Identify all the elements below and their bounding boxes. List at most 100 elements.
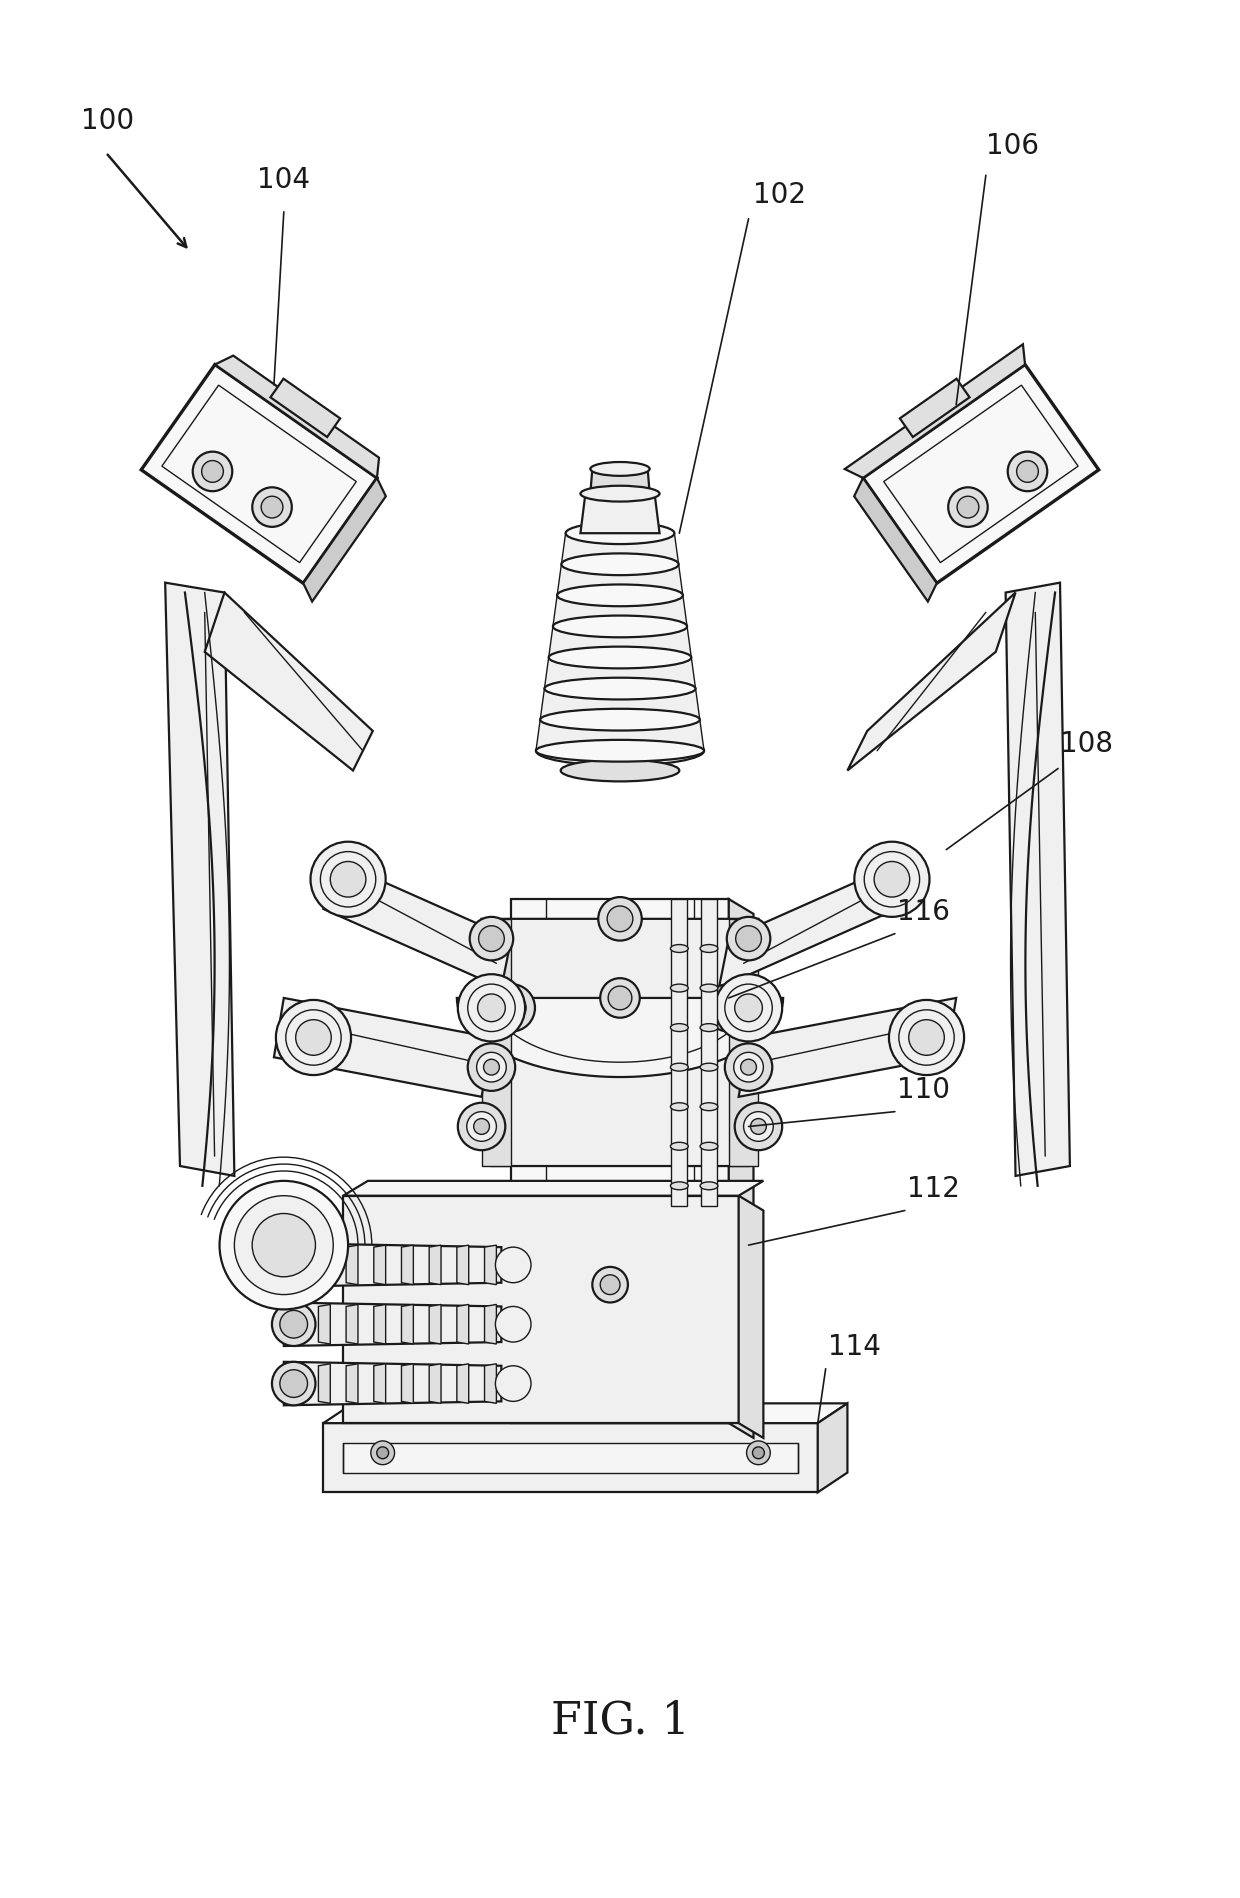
Circle shape: [280, 1251, 308, 1279]
Text: 110: 110: [897, 1076, 950, 1103]
Circle shape: [496, 993, 526, 1023]
Ellipse shape: [536, 740, 704, 763]
Circle shape: [479, 926, 505, 953]
Polygon shape: [844, 345, 1025, 478]
Polygon shape: [270, 380, 340, 438]
Polygon shape: [863, 364, 1099, 585]
Circle shape: [280, 1312, 308, 1338]
Circle shape: [727, 917, 770, 960]
Circle shape: [371, 1441, 394, 1465]
Ellipse shape: [701, 1025, 718, 1033]
Polygon shape: [1006, 583, 1070, 1177]
Polygon shape: [485, 1365, 496, 1405]
Circle shape: [295, 1019, 331, 1055]
Ellipse shape: [671, 1063, 688, 1072]
Circle shape: [330, 862, 366, 898]
Text: 116: 116: [897, 898, 950, 926]
Circle shape: [725, 1044, 773, 1091]
Polygon shape: [373, 1365, 386, 1405]
Polygon shape: [557, 566, 683, 596]
Circle shape: [377, 1446, 388, 1460]
Circle shape: [899, 1010, 955, 1065]
Polygon shape: [553, 596, 687, 626]
Polygon shape: [429, 1365, 441, 1405]
Circle shape: [280, 1370, 308, 1397]
Text: 108: 108: [1060, 729, 1114, 757]
Circle shape: [458, 1103, 505, 1150]
Circle shape: [192, 452, 232, 492]
Circle shape: [496, 1306, 531, 1342]
Circle shape: [310, 843, 386, 917]
Circle shape: [285, 1010, 341, 1065]
Circle shape: [467, 985, 515, 1033]
Circle shape: [600, 979, 640, 1017]
Polygon shape: [562, 533, 678, 566]
Circle shape: [272, 1243, 315, 1287]
Circle shape: [470, 917, 513, 960]
Circle shape: [466, 1112, 496, 1143]
Polygon shape: [485, 1304, 496, 1344]
Circle shape: [202, 461, 223, 484]
Ellipse shape: [536, 736, 704, 767]
Text: 100: 100: [81, 106, 134, 135]
Circle shape: [608, 907, 632, 932]
Circle shape: [735, 926, 761, 953]
Polygon shape: [346, 1304, 358, 1344]
Ellipse shape: [701, 1063, 718, 1072]
Polygon shape: [429, 1245, 441, 1285]
Ellipse shape: [701, 985, 718, 993]
Polygon shape: [817, 1405, 847, 1492]
Ellipse shape: [671, 1025, 688, 1033]
Circle shape: [219, 1181, 348, 1310]
Circle shape: [874, 862, 910, 898]
Polygon shape: [485, 1245, 496, 1285]
Circle shape: [715, 976, 782, 1042]
Circle shape: [474, 1120, 490, 1135]
Ellipse shape: [548, 647, 692, 668]
Polygon shape: [343, 1196, 739, 1424]
Circle shape: [706, 985, 753, 1033]
Ellipse shape: [701, 1182, 718, 1190]
Circle shape: [252, 488, 291, 528]
Ellipse shape: [671, 1143, 688, 1150]
Polygon shape: [481, 919, 511, 1167]
Ellipse shape: [671, 1182, 688, 1190]
Polygon shape: [590, 469, 650, 493]
Circle shape: [957, 497, 978, 518]
Polygon shape: [536, 719, 704, 752]
Ellipse shape: [671, 1103, 688, 1110]
Polygon shape: [324, 1424, 817, 1492]
Ellipse shape: [701, 945, 718, 953]
Text: 104: 104: [258, 165, 310, 194]
Circle shape: [275, 1000, 351, 1076]
Circle shape: [746, 1441, 770, 1465]
Circle shape: [503, 1000, 520, 1015]
Polygon shape: [544, 659, 696, 689]
Circle shape: [496, 1367, 531, 1401]
Circle shape: [714, 993, 744, 1023]
Polygon shape: [205, 594, 373, 771]
Circle shape: [484, 1059, 500, 1076]
Circle shape: [735, 1103, 782, 1150]
Polygon shape: [324, 860, 511, 989]
Polygon shape: [739, 1196, 764, 1439]
Circle shape: [598, 898, 642, 941]
Polygon shape: [456, 1245, 469, 1285]
Polygon shape: [456, 998, 784, 1078]
Polygon shape: [141, 364, 377, 585]
Circle shape: [252, 1215, 315, 1277]
Circle shape: [476, 1053, 506, 1082]
Ellipse shape: [671, 985, 688, 993]
Ellipse shape: [557, 585, 683, 607]
Polygon shape: [319, 1245, 330, 1285]
Circle shape: [909, 1019, 945, 1055]
Circle shape: [753, 1446, 764, 1460]
Polygon shape: [402, 1304, 413, 1344]
Circle shape: [234, 1196, 334, 1294]
Circle shape: [735, 995, 763, 1023]
Polygon shape: [319, 1304, 330, 1344]
Circle shape: [744, 1112, 774, 1143]
Ellipse shape: [701, 1103, 718, 1110]
Polygon shape: [402, 1365, 413, 1405]
Polygon shape: [284, 1302, 501, 1346]
